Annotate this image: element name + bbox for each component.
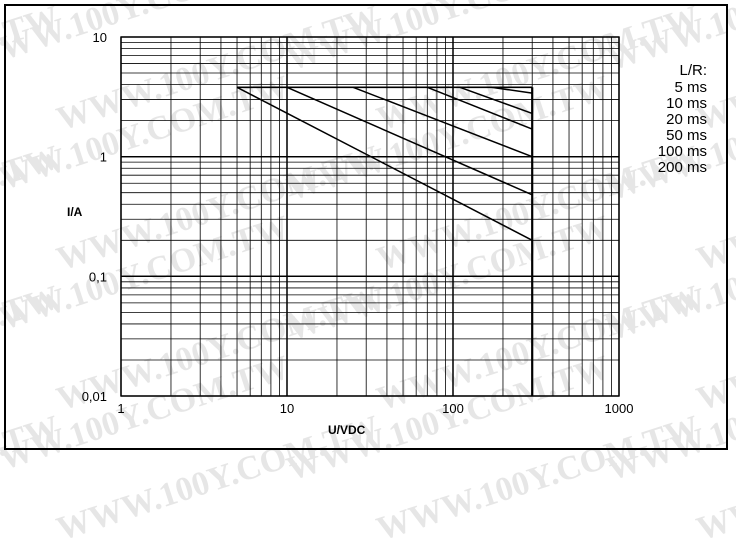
legend-entry: 20 ms bbox=[666, 111, 707, 128]
y-tick-label: 0,01 bbox=[82, 389, 107, 404]
legend-entry: 100 ms bbox=[658, 143, 707, 160]
series-line bbox=[491, 86, 533, 94]
series-lines bbox=[236, 86, 534, 396]
legend-entry: 10 ms bbox=[666, 95, 707, 112]
x-tick-label: 10 bbox=[280, 401, 294, 416]
legend-title: L/R: bbox=[679, 62, 707, 79]
y-tick-label: 1 bbox=[100, 150, 107, 165]
y-axis-label: I/A bbox=[67, 205, 83, 219]
chart-frame bbox=[4, 4, 728, 450]
series-line bbox=[352, 86, 533, 158]
x-axis-label: U/VDC bbox=[328, 423, 366, 437]
grid-lines bbox=[120, 36, 620, 397]
x-tick-label: 100 bbox=[442, 401, 464, 416]
y-tick-label: 0,1 bbox=[89, 269, 107, 284]
y-tick-label: 10 bbox=[93, 30, 107, 45]
series-line bbox=[427, 86, 533, 130]
derating-chart: 1 10 100 1000 0,01 0,1 1 10 I/A U/VDC L/R: 5 ms… bbox=[67, 30, 707, 437]
legend-entry: 5 ms bbox=[674, 79, 707, 96]
legend-entry: 50 ms bbox=[666, 127, 707, 144]
series-line bbox=[459, 86, 533, 115]
plot-border bbox=[120, 36, 620, 397]
x-tick-label: 1 bbox=[117, 401, 124, 416]
legend: L/R: 5 ms 10 ms 20 ms 50 ms 100 ms 200 m… bbox=[658, 62, 707, 176]
legend-entry: 200 ms bbox=[658, 159, 707, 176]
tick-labels: 1 10 100 1000 0,01 0,1 1 10 bbox=[82, 30, 634, 416]
series-line bbox=[286, 86, 533, 196]
series-line bbox=[236, 86, 533, 241]
x-tick-label: 1000 bbox=[605, 401, 634, 416]
